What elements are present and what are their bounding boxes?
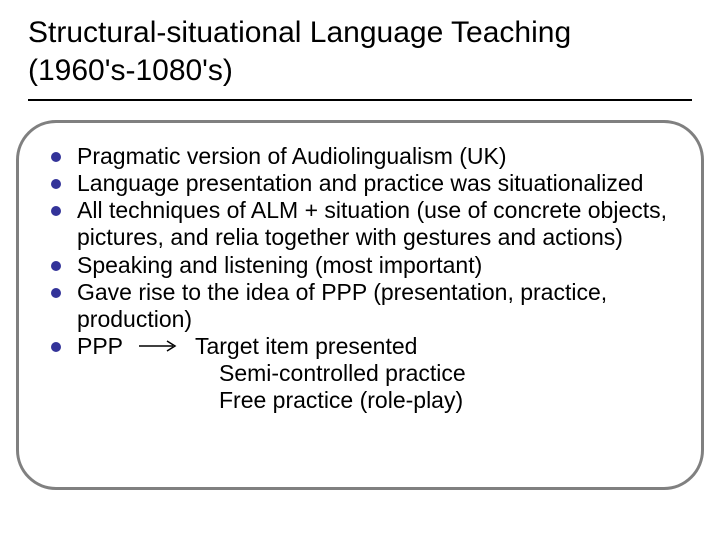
list-item: PPP Target item presented xyxy=(35,333,679,360)
list-item: All techniques of ALM + situation (use o… xyxy=(35,197,679,251)
bullet-icon xyxy=(51,206,61,216)
bullet-text: PPP Target item presented xyxy=(77,333,417,360)
arrow-icon xyxy=(137,340,181,352)
bullet-text: Pragmatic version of Audiolingualism (UK… xyxy=(77,143,507,170)
slide: Structural-situational Language Teaching… xyxy=(0,0,720,540)
list-item: Speaking and listening (most important) xyxy=(35,252,679,279)
sub-item: Free practice (role-play) xyxy=(35,387,679,414)
list-item: Gave rise to the idea of PPP (presentati… xyxy=(35,279,679,333)
sub-item: Semi-controlled practice xyxy=(35,360,679,387)
bullet-icon xyxy=(51,152,61,162)
bullet-text: Speaking and listening (most important) xyxy=(77,252,482,279)
bullet-text: Language presentation and practice was s… xyxy=(77,170,643,197)
title-line-1: Structural-situational Language Teaching xyxy=(28,16,571,49)
bullet-icon xyxy=(51,288,61,298)
title-area: Structural-situational Language Teaching… xyxy=(0,0,720,95)
bullet-text: Gave rise to the idea of PPP (presentati… xyxy=(77,279,679,333)
title-underline xyxy=(28,99,692,101)
slide-title: Structural-situational Language Teaching… xyxy=(28,14,692,89)
list-item: Pragmatic version of Audiolingualism (UK… xyxy=(35,143,679,170)
bullet-text: All techniques of ALM + situation (use o… xyxy=(77,197,679,251)
bullet-list: Pragmatic version of Audiolingualism (UK… xyxy=(35,143,679,360)
ppp-label: PPP xyxy=(77,333,123,359)
bullet-icon xyxy=(51,342,61,352)
bullet-icon xyxy=(51,261,61,271)
title-line-2: (1960's-1080's) xyxy=(28,54,233,87)
bullet-icon xyxy=(51,179,61,189)
ppp-target: Target item presented xyxy=(195,333,417,359)
list-item: Language presentation and practice was s… xyxy=(35,170,679,197)
content-box: Pragmatic version of Audiolingualism (UK… xyxy=(16,120,704,490)
